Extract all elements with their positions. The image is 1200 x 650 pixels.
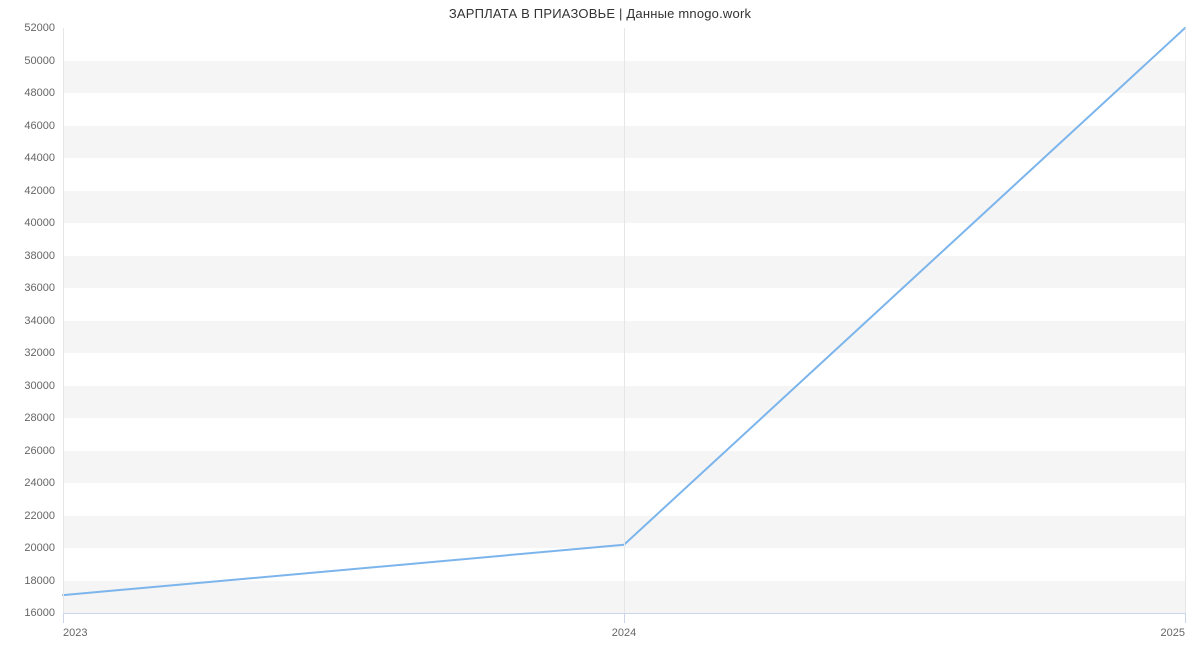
y-tick-label: 32000 [24, 347, 63, 359]
y-tick-label: 42000 [24, 185, 63, 197]
y-tick-label: 46000 [24, 120, 63, 132]
y-tick-label: 20000 [24, 542, 63, 554]
y-tick-label: 16000 [24, 607, 63, 619]
y-tick-label: 38000 [24, 250, 63, 262]
x-tick-mark [624, 613, 625, 623]
y-tick-label: 28000 [24, 412, 63, 424]
y-tick-label: 34000 [24, 315, 63, 327]
y-tick-label: 36000 [24, 282, 63, 294]
y-tick-label: 48000 [24, 87, 63, 99]
x-tick-label: 2023 [63, 623, 87, 639]
y-tick-label: 52000 [24, 22, 63, 34]
y-tick-label: 50000 [24, 55, 63, 67]
x-tick-label: 2024 [612, 623, 636, 639]
y-tick-label: 44000 [24, 152, 63, 164]
x-gridline [63, 28, 64, 613]
y-tick-label: 40000 [24, 217, 63, 229]
chart-title: ЗАРПЛАТА В ПРИАЗОВЬЕ | Данные mnogo.work [0, 6, 1200, 21]
x-tick-mark [1185, 613, 1186, 623]
plot-area: 1600018000200002200024000260002800030000… [63, 28, 1185, 613]
x-gridline [1185, 28, 1186, 613]
salary-line-chart: ЗАРПЛАТА В ПРИАЗОВЬЕ | Данные mnogo.work… [0, 0, 1200, 650]
x-tick-label: 2025 [1161, 623, 1185, 639]
y-tick-label: 26000 [24, 445, 63, 457]
y-tick-label: 22000 [24, 510, 63, 522]
y-tick-label: 24000 [24, 477, 63, 489]
y-tick-label: 18000 [24, 575, 63, 587]
x-tick-mark [63, 613, 64, 623]
y-tick-label: 30000 [24, 380, 63, 392]
x-gridline [624, 28, 625, 613]
